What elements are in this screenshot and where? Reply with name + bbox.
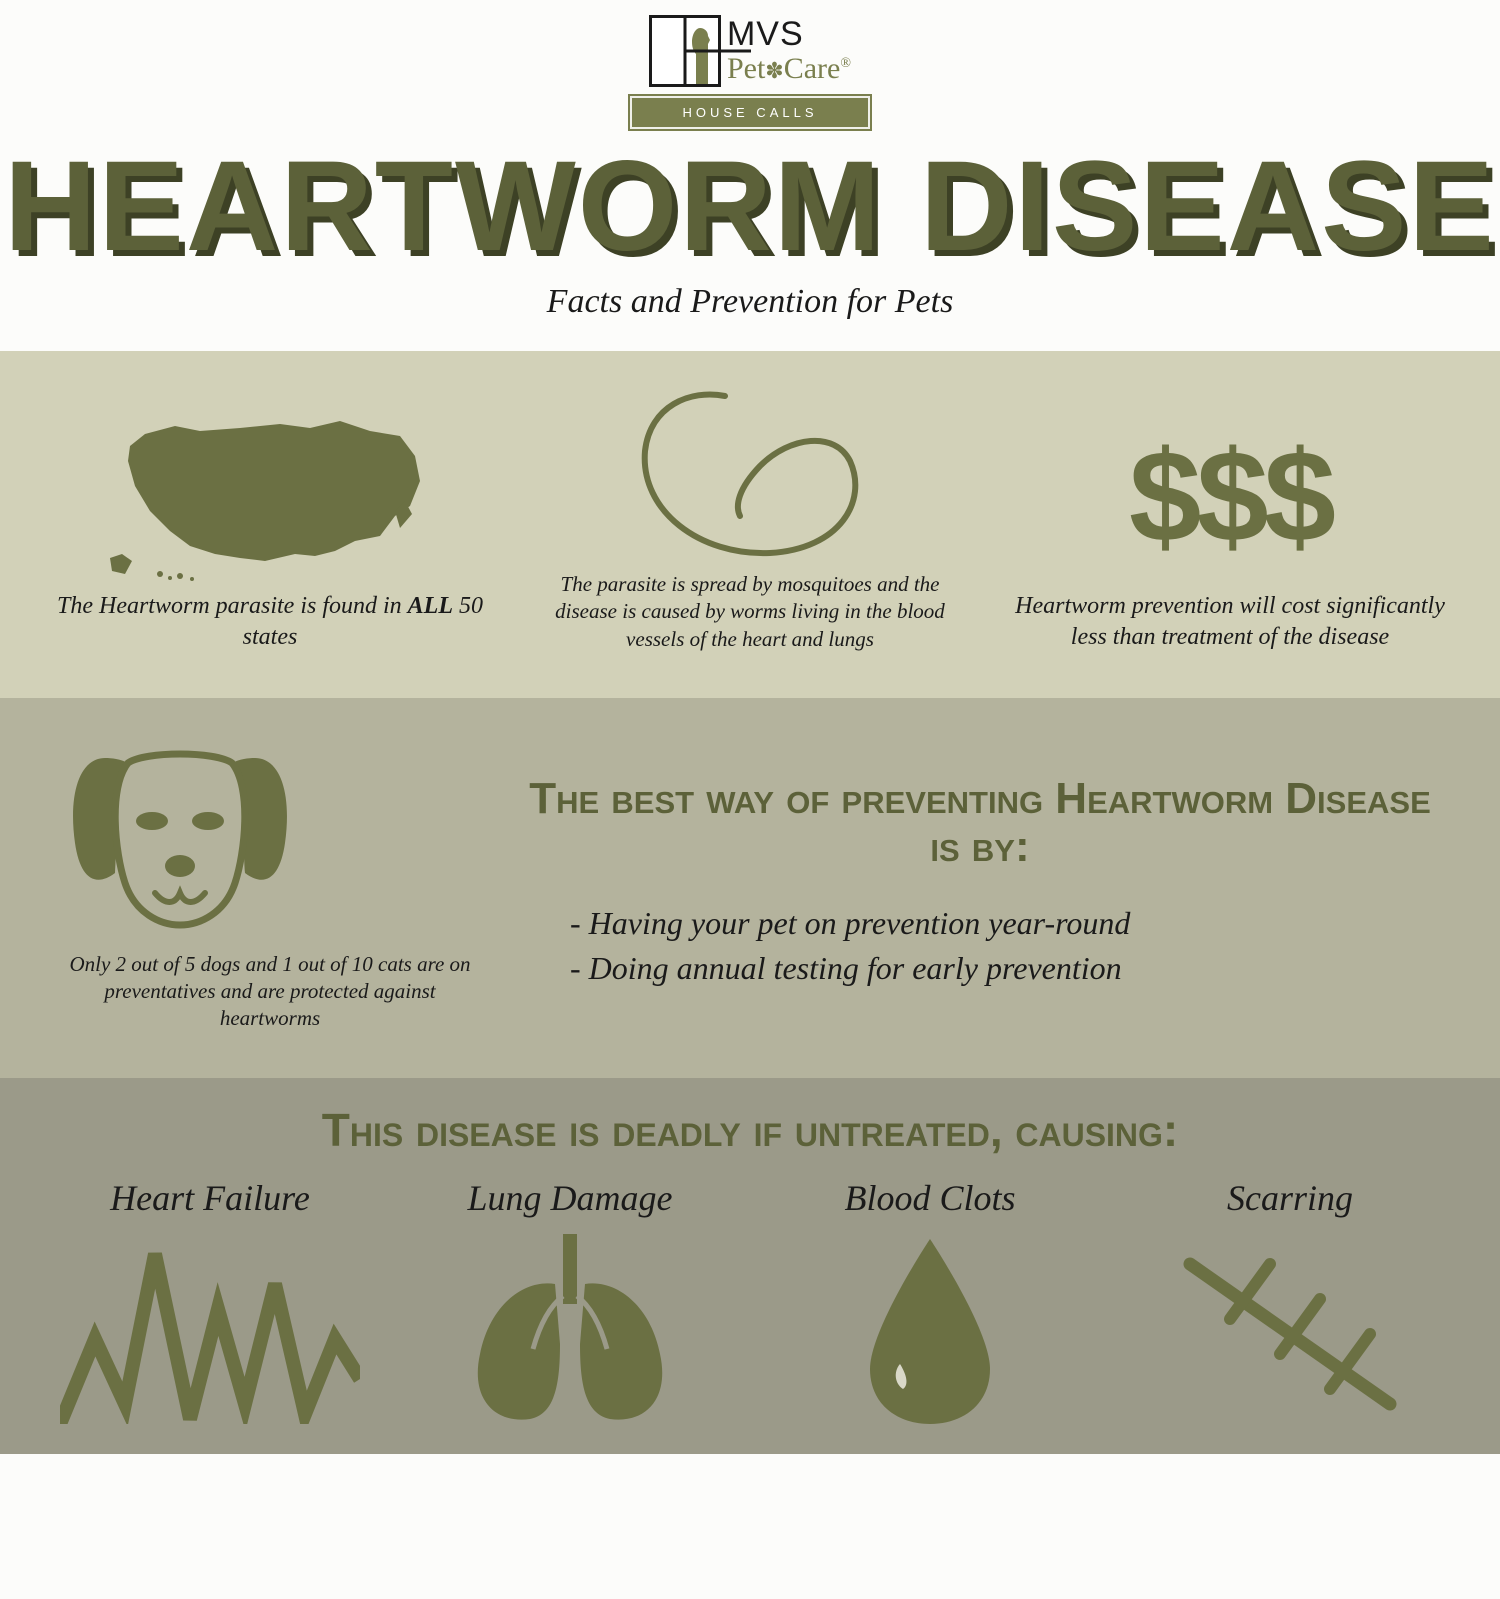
bullet-item: - Having your pet on prevention year-rou… [570, 901, 1440, 946]
effect-label: Blood Clots [750, 1177, 1110, 1219]
fact-card: $$$ Heartworm prevention will cost signi… [990, 401, 1470, 653]
logo: MVS Pet✽Care® HOUSE CALLS [630, 15, 869, 129]
logo-line1: MVS [727, 17, 851, 53]
blood-drop-icon [855, 1234, 1005, 1424]
effects-section: This disease is deadly if untreated, cau… [0, 1078, 1500, 1454]
fact-caption: The parasite is spread by mosquitoes and… [530, 571, 970, 653]
heartbeat-icon [60, 1234, 360, 1424]
fact-caption: The Heartworm parasite is found in ALL 5… [50, 591, 490, 653]
header-section: MVS Pet✽Care® HOUSE CALLS HEARTWORM DISE… [0, 0, 1500, 351]
stat-caption: Only 2 out of 5 dogs and 1 out of 10 cat… [60, 951, 480, 1033]
effect-card: Blood Clots [750, 1177, 1110, 1424]
logo-window-icon [649, 15, 721, 87]
dollars-icon: $$$ [1129, 421, 1331, 571]
logo-dog-icon [686, 26, 714, 84]
logo-badge: HOUSE CALLS [630, 96, 869, 129]
usa-map-icon [100, 406, 440, 586]
effect-label: Scarring [1110, 1177, 1470, 1219]
effects-title: This disease is deadly if untreated, cau… [30, 1103, 1470, 1157]
fact-card: The Heartworm parasite is found in ALL 5… [30, 401, 510, 653]
dog-face-icon [60, 733, 300, 933]
lungs-icon [455, 1234, 685, 1424]
main-title: HEARTWORM DISEASE [0, 143, 1500, 271]
logo-line2: Pet✽Care® [727, 53, 851, 85]
effect-card: Lung Damage [390, 1177, 750, 1424]
scar-icon [1160, 1234, 1420, 1424]
prevention-title: The best way of preventing Heartworm Dis… [520, 775, 1440, 872]
effect-label: Heart Failure [30, 1177, 390, 1219]
fact-card: The parasite is spread by mosquitoes and… [510, 381, 990, 653]
fact-caption: Heartworm prevention will cost significa… [1010, 591, 1450, 653]
effect-label: Lung Damage [390, 1177, 750, 1219]
prevention-section: Only 2 out of 5 dogs and 1 out of 10 cat… [0, 698, 1500, 1078]
effect-card: Scarring [1110, 1177, 1470, 1424]
prevention-bullets: - Having your pet on prevention year-rou… [520, 901, 1440, 991]
effect-card: Heart Failure [30, 1177, 390, 1424]
subtitle: Facts and Prevention for Pets [0, 283, 1500, 321]
worm-icon [620, 381, 880, 571]
facts-section: The Heartworm parasite is found in ALL 5… [0, 351, 1500, 698]
bullet-item: - Doing annual testing for early prevent… [570, 946, 1440, 991]
